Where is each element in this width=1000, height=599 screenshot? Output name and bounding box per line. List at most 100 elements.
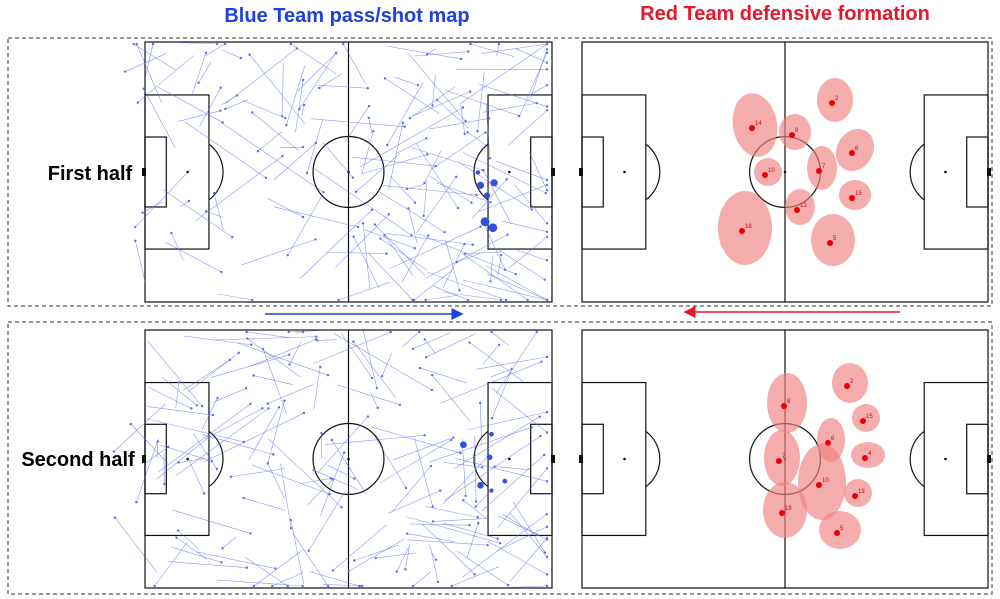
pass-end [136, 101, 139, 104]
pass [405, 516, 501, 544]
pass-end [135, 42, 138, 46]
pass [465, 251, 502, 255]
pass-end [545, 235, 549, 239]
player-zone [839, 180, 871, 210]
pass-end [543, 278, 546, 281]
pass [451, 566, 500, 587]
player-zone [817, 78, 853, 122]
pass [338, 281, 392, 301]
pass [171, 509, 251, 534]
pass [426, 271, 507, 301]
pass-end [176, 529, 180, 532]
pass [481, 43, 548, 54]
pass [272, 572, 304, 587]
pass-end [373, 223, 377, 226]
shot [489, 488, 494, 493]
pass-end [471, 243, 475, 246]
pass [497, 468, 548, 529]
pass-end [286, 254, 289, 257]
pass-end [401, 121, 405, 124]
pass-end [244, 387, 248, 390]
pass [241, 99, 286, 119]
pass [459, 43, 548, 105]
pass [460, 163, 532, 210]
pass-end [473, 573, 476, 576]
player-number: 10 [768, 168, 775, 174]
pass-end [231, 236, 234, 239]
pass [292, 533, 329, 587]
pass-end [506, 583, 510, 587]
pass [412, 571, 432, 587]
pass [342, 43, 367, 85]
pass [175, 382, 180, 409]
pass-end [386, 143, 389, 147]
pass [407, 533, 455, 542]
pass-end [405, 532, 409, 535]
pass [415, 142, 459, 209]
pass [157, 86, 223, 123]
pass-end [237, 351, 240, 355]
pass-end [318, 86, 321, 90]
pass [406, 183, 425, 190]
pass-end [455, 261, 459, 264]
pass-end [274, 567, 277, 570]
pass-end [474, 505, 477, 508]
pass-end [289, 527, 293, 530]
pass-end [250, 343, 253, 346]
pass-end [215, 42, 219, 46]
pass [177, 110, 221, 122]
pass-end [490, 416, 494, 420]
pass [487, 541, 548, 575]
pass [279, 146, 304, 149]
pass-end [455, 175, 458, 178]
pass [114, 517, 158, 573]
player [789, 132, 795, 138]
pass-end [407, 207, 410, 210]
pass [177, 530, 200, 551]
pass [147, 386, 192, 409]
pass [384, 234, 414, 276]
pass-end [250, 298, 254, 302]
pass-end [370, 208, 374, 211]
pass [246, 331, 290, 338]
pass [462, 514, 547, 578]
pass-end [438, 489, 442, 492]
pass-end [545, 555, 549, 559]
pass [442, 291, 501, 301]
pass [491, 370, 512, 419]
pass [262, 348, 288, 415]
pass [429, 117, 490, 130]
pass-end [380, 374, 384, 378]
pass [373, 434, 407, 489]
player-number: 14 [755, 121, 762, 127]
pass [160, 444, 213, 462]
pass [361, 131, 374, 175]
pass-end [252, 584, 256, 588]
pass [514, 184, 548, 224]
pass [405, 543, 411, 570]
pass [135, 240, 146, 282]
pass [182, 359, 231, 391]
goal [142, 168, 146, 176]
pass [171, 232, 184, 261]
pass [428, 175, 472, 203]
pass-end [284, 116, 287, 120]
pass [143, 88, 176, 148]
pass [314, 168, 412, 236]
pass [331, 439, 367, 494]
pass-end [239, 56, 243, 60]
pass [354, 544, 400, 561]
pass-end [423, 181, 426, 185]
pass-end [302, 103, 306, 107]
player-zone [852, 404, 880, 432]
player-number: 6 [831, 436, 835, 442]
pass-end [545, 355, 549, 359]
pass [286, 65, 306, 126]
pass-end [385, 252, 388, 255]
pass-end [207, 435, 211, 439]
pass [388, 122, 404, 190]
pass [386, 233, 473, 245]
player-zone [798, 444, 846, 520]
pass-end [426, 153, 429, 156]
pass [363, 330, 378, 389]
